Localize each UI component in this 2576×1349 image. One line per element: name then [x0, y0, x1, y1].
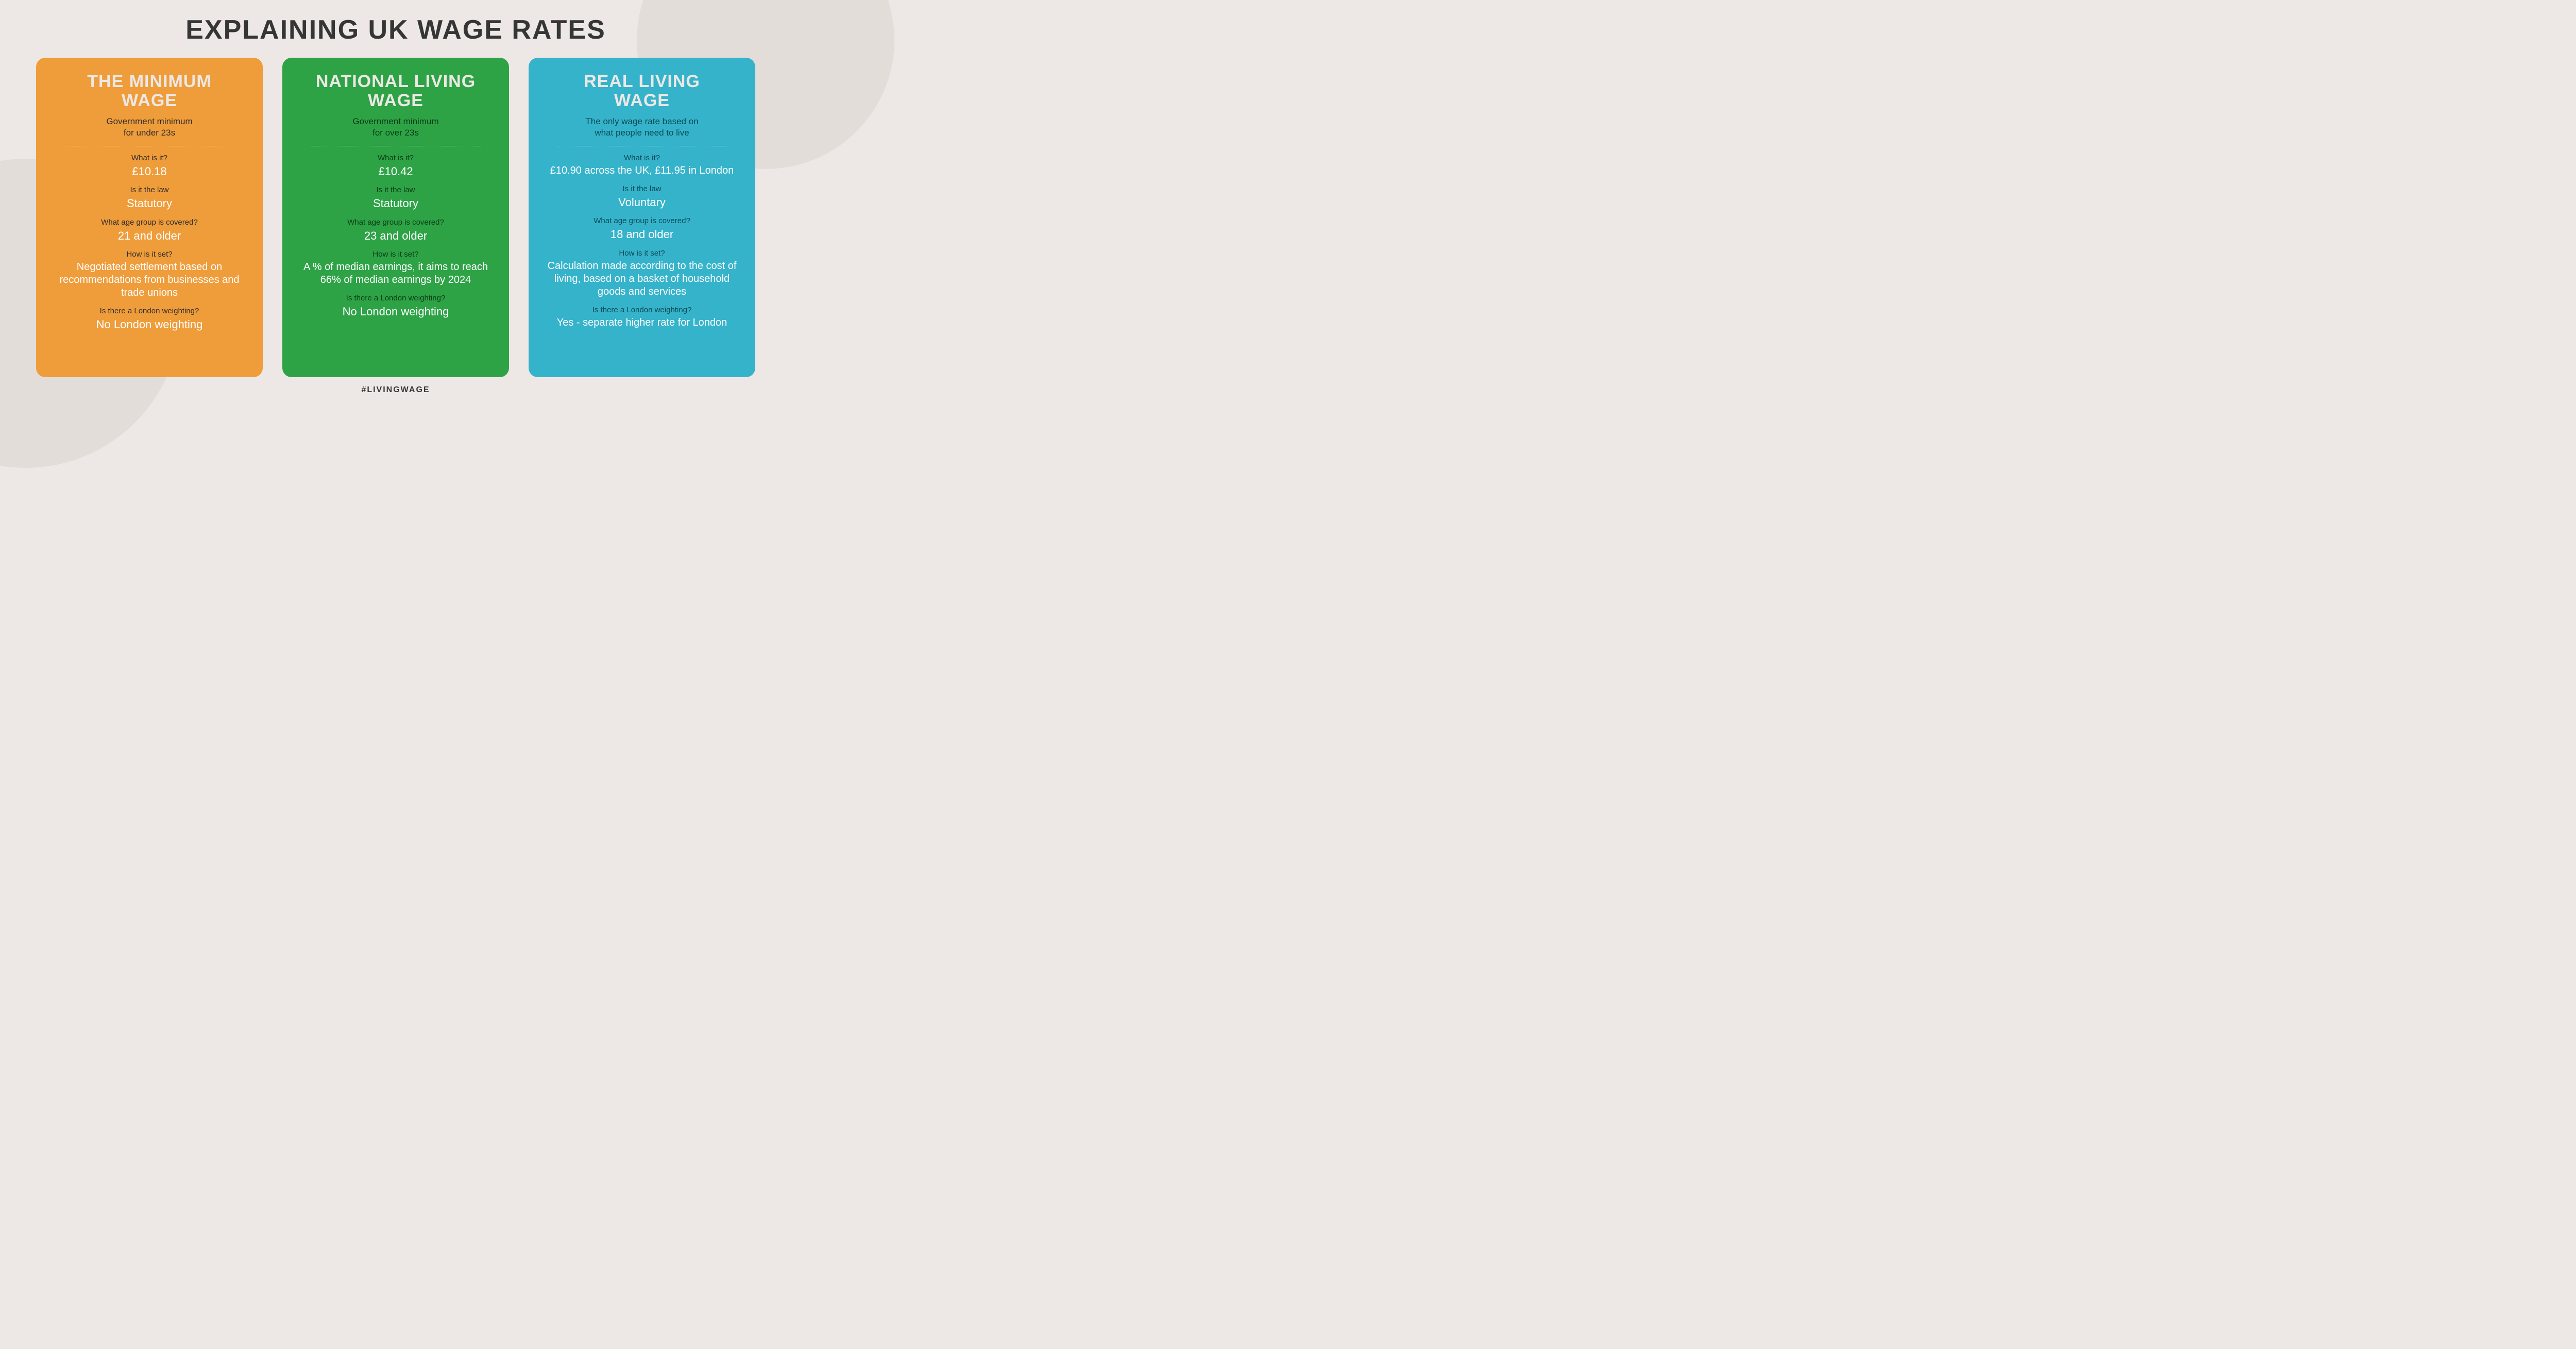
- card-national-living-wage: NATIONAL LIVING WAGE Government minimum …: [282, 58, 509, 377]
- question-what: What is it?: [48, 154, 250, 162]
- question-law: Is it the law: [541, 184, 743, 193]
- question-how: How is it set?: [541, 249, 743, 258]
- page-title: EXPLAINING UK WAGE RATES: [0, 14, 791, 45]
- card-subtitle: Government minimum for under 23s: [48, 116, 250, 139]
- card-title-line: REAL LIVING: [584, 72, 700, 91]
- card-title: THE MINIMUM WAGE: [48, 72, 250, 111]
- answer-law: Statutory: [48, 196, 250, 211]
- answer-age: 21 and older: [48, 229, 250, 243]
- card-subtitle-line: for under 23s: [124, 128, 175, 138]
- question-what: What is it?: [295, 154, 497, 162]
- card-title-line: NATIONAL LIVING: [316, 72, 476, 91]
- card-subtitle: The only wage rate based on what people …: [541, 116, 743, 139]
- card-subtitle-line: what people need to live: [595, 128, 689, 138]
- card-title-line: THE MINIMUM: [87, 72, 211, 91]
- answer-how: Negotiated settlement based on recommend…: [48, 261, 250, 299]
- card-title: REAL LIVING WAGE: [541, 72, 743, 111]
- question-what: What is it?: [541, 154, 743, 162]
- card-subtitle-line: Government minimum: [352, 116, 438, 126]
- answer-how: A % of median earnings, it aims to reach…: [295, 261, 497, 286]
- question-age: What age group is covered?: [541, 216, 743, 225]
- answer-law: Statutory: [295, 196, 497, 211]
- question-how: How is it set?: [48, 250, 250, 259]
- card-subtitle-line: for over 23s: [372, 128, 419, 138]
- card-real-living-wage: REAL LIVING WAGE The only wage rate base…: [529, 58, 755, 377]
- question-london: Is there a London weighting?: [295, 294, 497, 302]
- question-age: What age group is covered?: [48, 218, 250, 227]
- answer-london: No London weighting: [295, 305, 497, 319]
- answer-law: Voluntary: [541, 195, 743, 210]
- answer-age: 23 and older: [295, 229, 497, 243]
- card-subtitle: Government minimum for over 23s: [295, 116, 497, 139]
- answer-london: Yes - separate higher rate for London: [541, 316, 743, 329]
- answer-what: £10.90 across the UK, £11.95 in London: [541, 164, 743, 177]
- cards-container: THE MINIMUM WAGE Government minimum for …: [0, 58, 791, 377]
- question-london: Is there a London weighting?: [48, 307, 250, 315]
- answer-age: 18 and older: [541, 227, 743, 242]
- card-subtitle-line: The only wage rate based on: [585, 116, 698, 126]
- answer-london: No London weighting: [48, 317, 250, 332]
- card-title-line: WAGE: [122, 91, 177, 110]
- card-minimum-wage: THE MINIMUM WAGE Government minimum for …: [36, 58, 263, 377]
- card-subtitle-line: Government minimum: [106, 116, 192, 126]
- hashtag: #LIVINGWAGE: [0, 385, 791, 395]
- question-age: What age group is covered?: [295, 218, 497, 227]
- answer-how: Calculation made according to the cost o…: [541, 260, 743, 298]
- answer-what: £10.18: [48, 164, 250, 179]
- question-london: Is there a London weighting?: [541, 306, 743, 314]
- answer-what: £10.42: [295, 164, 497, 179]
- card-title: NATIONAL LIVING WAGE: [295, 72, 497, 111]
- question-how: How is it set?: [295, 250, 497, 259]
- card-title-line: WAGE: [368, 91, 423, 110]
- question-law: Is it the law: [295, 186, 497, 194]
- card-title-line: WAGE: [614, 91, 670, 110]
- question-law: Is it the law: [48, 186, 250, 194]
